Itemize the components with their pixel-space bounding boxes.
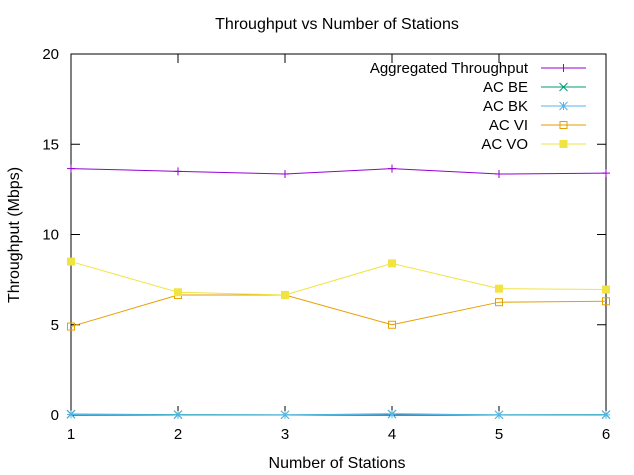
x-tick-label: 1	[67, 426, 75, 443]
series-line	[70, 261, 607, 296]
legend-label: AC BE	[483, 79, 528, 96]
legend-label: Aggregated Throughput	[370, 60, 529, 77]
series-line	[70, 294, 607, 328]
legend-entry: AC VI	[489, 117, 586, 134]
y-tick-label: 5	[51, 317, 59, 334]
legend-entry: Aggregated Throughput	[370, 60, 586, 77]
x-tick-label: 5	[495, 426, 503, 443]
legend-marker	[559, 140, 568, 148]
legend-marker	[559, 82, 568, 92]
data-point	[602, 297, 610, 306]
legend-marker	[559, 101, 568, 111]
data-point	[173, 410, 183, 420]
x-axis-label: Number of Stations	[269, 455, 406, 472]
y-tick-label: 20	[42, 46, 59, 63]
data-point	[66, 410, 76, 419]
data-point	[67, 322, 75, 331]
data-point	[174, 167, 182, 176]
y-tick-label: 10	[42, 227, 59, 244]
x-tick-label: 2	[174, 426, 182, 443]
data-point	[388, 259, 396, 268]
legend-entry: AC BE	[483, 79, 586, 96]
legend-marker	[559, 64, 568, 72]
data-point	[494, 410, 504, 420]
data-point	[495, 170, 503, 179]
data-point	[388, 320, 396, 329]
data-point	[281, 290, 289, 299]
y-axis-ticks: 0 5 10 15 20	[42, 46, 606, 424]
legend-entry: AC BK	[483, 98, 586, 115]
legend-label: AC VO	[481, 136, 528, 153]
x-tick-label: 6	[602, 426, 610, 443]
x-axis-ticks: 1 2 3 4 5 6	[67, 54, 610, 443]
data-point	[602, 285, 610, 294]
x-tick-label: 4	[388, 426, 396, 443]
y-axis-label: Throughput (Mbps)	[6, 167, 23, 303]
series-ac-bk	[66, 409, 611, 420]
data-point	[388, 164, 396, 173]
legend-marker	[559, 121, 568, 129]
series-ac-vo	[67, 257, 610, 299]
series-line	[70, 413, 606, 416]
chart-title: Throughput vs Number of Stations	[215, 16, 459, 33]
y-tick-label: 15	[42, 136, 59, 153]
data-point	[67, 164, 75, 173]
data-point	[495, 284, 503, 293]
legend-entry: AC VO	[481, 136, 586, 153]
y-tick-label: 0	[51, 407, 59, 424]
data-point	[280, 410, 290, 420]
legend-label: AC VI	[489, 117, 528, 134]
series-aggregated-throughput	[67, 164, 610, 179]
legend: Aggregated Throughput AC BE AC BK AC VI AC V…	[370, 60, 586, 153]
data-point	[387, 409, 397, 419]
series-ac-vi	[67, 290, 610, 331]
data-point	[174, 288, 182, 297]
x-tick-label: 3	[281, 426, 289, 443]
data-point	[67, 257, 75, 266]
legend-label: AC BK	[483, 98, 528, 115]
data-point	[601, 410, 611, 420]
series-line	[70, 168, 607, 175]
data-point	[602, 169, 610, 178]
data-point	[281, 170, 289, 179]
series-layer	[66, 164, 611, 420]
data-point	[495, 298, 503, 307]
